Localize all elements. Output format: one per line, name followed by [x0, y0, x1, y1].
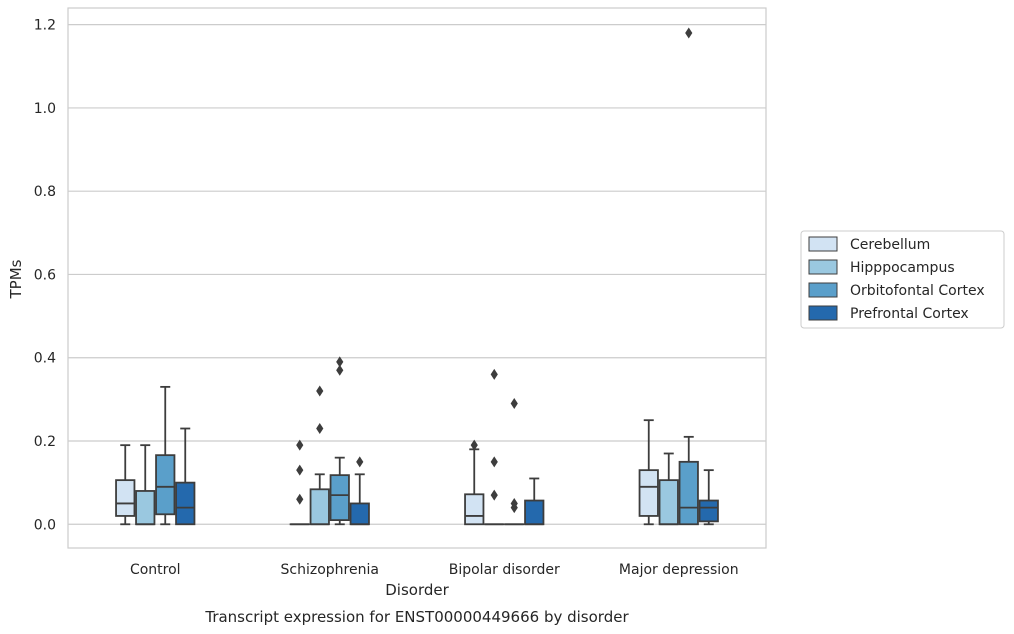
legend-label: Prefrontal Cortex	[850, 306, 969, 322]
box-0-3	[175, 427, 196, 526]
box-2-0	[464, 439, 485, 526]
outlier-point	[356, 456, 364, 468]
x-tick-label: Schizophrenia	[281, 562, 379, 578]
box-1-1	[309, 385, 330, 526]
box	[658, 479, 679, 526]
legend-swatch	[808, 305, 838, 321]
legend-label: Hipppocampus	[850, 260, 955, 276]
x-tick-label: Bipolar disorder	[449, 562, 560, 578]
box-0-1	[135, 444, 156, 526]
box	[678, 460, 699, 526]
legend: Cerebellum Hipppocampus Orbitofontal Corte…	[800, 230, 1005, 329]
box	[464, 493, 485, 526]
legend-frame	[800, 230, 1005, 329]
outlier-point	[510, 497, 518, 509]
box	[309, 488, 330, 526]
legend-items: Cerebellum Hipppocampus Orbitofontal Corte…	[808, 236, 985, 322]
box-2-1	[484, 368, 505, 526]
box-3-3	[698, 469, 719, 526]
box	[329, 474, 350, 522]
box	[155, 454, 176, 516]
box-3-2	[678, 27, 699, 526]
outlier-point	[296, 464, 304, 476]
outlier-point	[296, 493, 304, 505]
outlier-point	[336, 356, 344, 368]
x-axis-title: Disorder	[385, 581, 449, 599]
legend-swatch	[808, 282, 838, 298]
legend-swatch	[808, 259, 838, 275]
box-1-3	[349, 456, 370, 526]
box-1-2	[329, 356, 350, 526]
box	[349, 502, 370, 526]
legend-label: Orbitofontal Cortex	[850, 283, 985, 299]
y-tick-label: 0.8	[34, 184, 56, 200]
x-tick-label: Major depression	[619, 562, 739, 578]
y-tick-label: 0.6	[34, 267, 56, 283]
outlier-point	[490, 456, 498, 468]
box	[135, 490, 156, 526]
box-0-0	[115, 444, 136, 526]
box	[698, 499, 719, 523]
x-tick-label: Control	[130, 562, 181, 578]
box-1-0	[289, 439, 310, 526]
y-tick-label: 0.0	[34, 517, 56, 533]
box-2-3	[524, 477, 545, 526]
box-3-0	[638, 419, 659, 526]
outlier-point	[490, 368, 498, 380]
outlier-point	[490, 489, 498, 501]
outlier-point	[336, 364, 344, 376]
box	[638, 469, 659, 517]
outlier-point	[685, 27, 693, 39]
boxes	[115, 27, 719, 526]
box-3-1	[658, 452, 679, 526]
y-tick-label: 1.0	[34, 101, 56, 117]
outlier-point	[510, 398, 518, 410]
outlier-point	[316, 385, 324, 397]
box	[175, 481, 196, 526]
y-tick-label: 1.2	[34, 18, 56, 34]
outlier-point	[316, 423, 324, 435]
box-2-2	[504, 398, 525, 526]
y-axis-title: TPMs	[7, 259, 25, 299]
y-tick-label: 0.2	[34, 434, 56, 450]
box	[115, 479, 136, 517]
legend-label: Cerebellum	[850, 237, 930, 253]
outlier-point	[296, 439, 304, 451]
y-tick-label: 0.4	[34, 351, 56, 367]
chart-title: Transcript expression for ENST0000044966…	[204, 608, 629, 626]
plot-area	[67, 7, 767, 549]
x-tick-labels: Control Schizophrenia Bipolar disorder Majo…	[130, 562, 739, 578]
outlier-point	[470, 439, 478, 451]
box	[524, 499, 545, 526]
y-tick-labels: 0.0 0.2 0.4 0.6 0.8 1.0 1.2	[34, 18, 56, 534]
box-0-2	[155, 385, 176, 526]
legend-swatch	[808, 236, 838, 252]
